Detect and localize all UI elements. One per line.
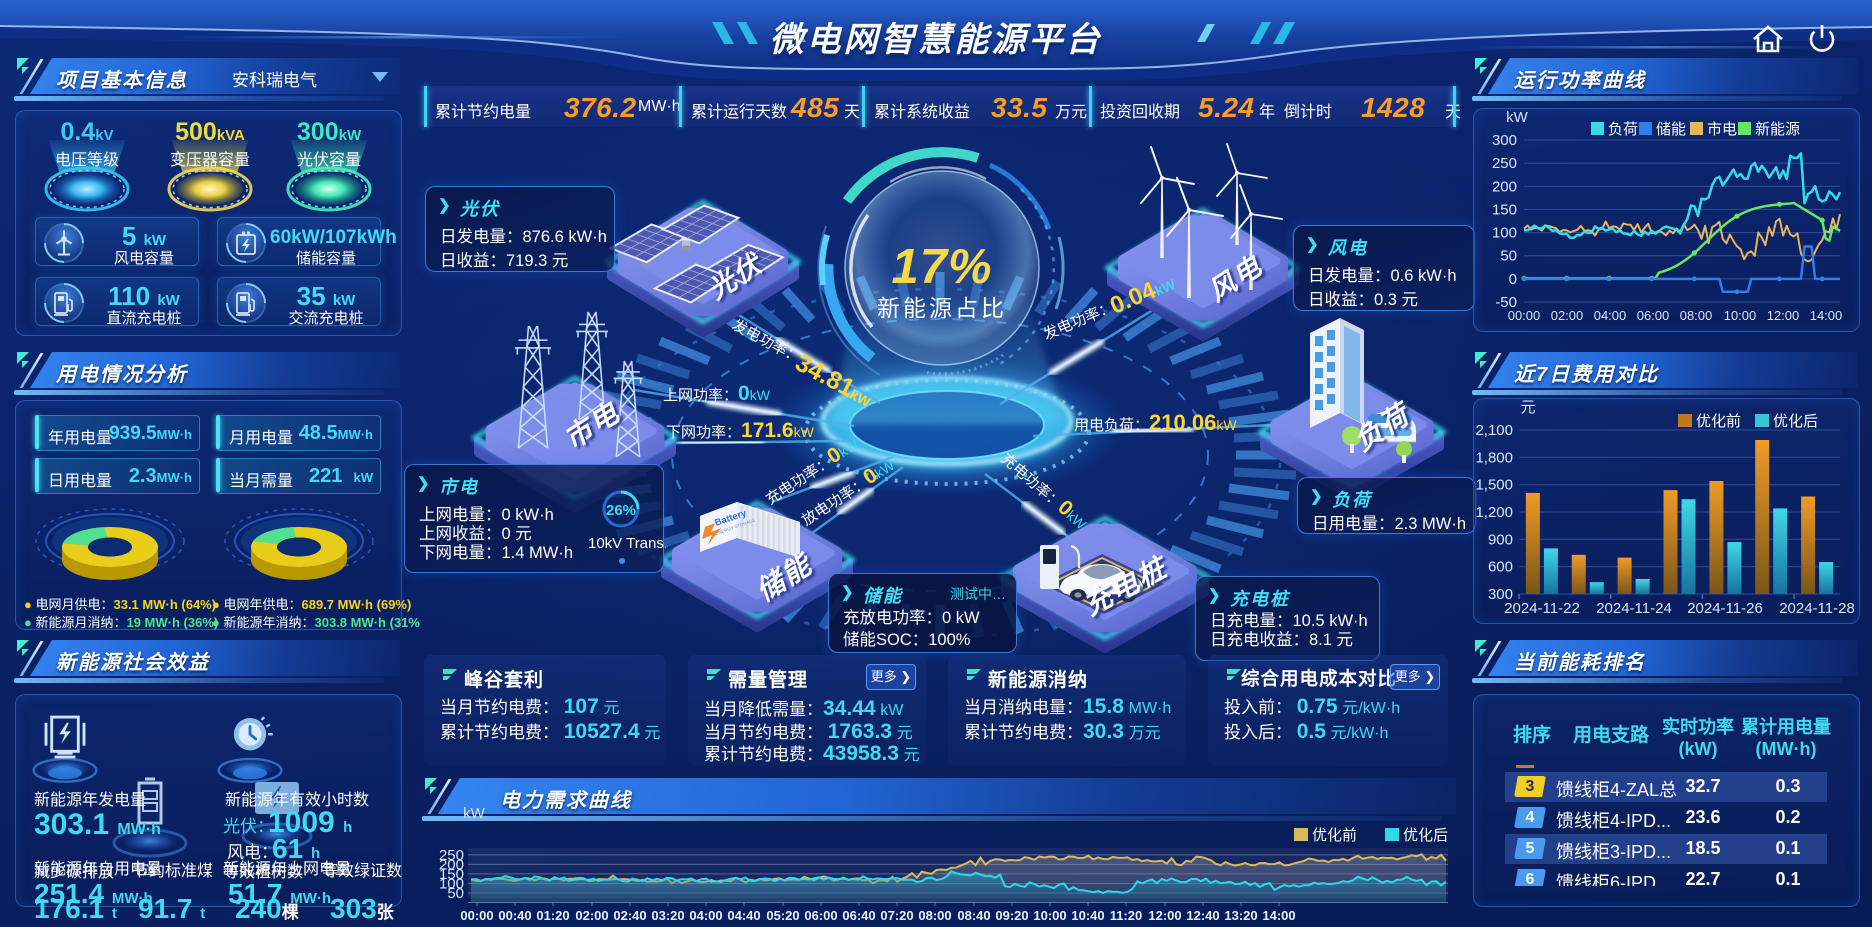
svg-text:250: 250	[1492, 155, 1517, 172]
svg-text:2024-11-28: 2024-11-28	[1779, 600, 1855, 617]
svg-text:下网功率：171.6kW: 下网功率：171.6kW	[666, 419, 815, 442]
svg-text:06:00: 06:00	[804, 908, 837, 923]
svg-text:11:20: 11:20	[1110, 908, 1143, 923]
svg-text:00:40: 00:40	[498, 908, 531, 923]
svg-text:10:40: 10:40	[1071, 908, 1104, 923]
svg-text:发电功率：: 发电功率：	[729, 317, 803, 367]
svg-text:08:40: 08:40	[957, 908, 990, 923]
svg-text:200: 200	[439, 856, 464, 873]
svg-text:100: 100	[1492, 225, 1517, 242]
svg-text:1,500: 1,500	[1475, 477, 1513, 494]
svg-text:04:00: 04:00	[1594, 308, 1627, 323]
svg-text:250: 250	[439, 847, 464, 864]
svg-text:新能源占比: 新能源占比	[877, 295, 1007, 321]
svg-text:01:20: 01:20	[536, 908, 569, 923]
svg-text:10:00: 10:00	[1033, 908, 1066, 923]
svg-text:150: 150	[1492, 201, 1517, 218]
svg-text:02:00: 02:00	[1551, 308, 1584, 323]
svg-text:09:20: 09:20	[995, 908, 1028, 923]
svg-text:2024-11-26: 2024-11-26	[1687, 600, 1763, 617]
svg-text:03:20: 03:20	[651, 908, 684, 923]
svg-text:-50: -50	[1495, 294, 1517, 311]
svg-text:1,200: 1,200	[1475, 504, 1513, 521]
svg-text:优化前: 优化前	[1696, 413, 1741, 430]
svg-text:04:00: 04:00	[689, 908, 722, 923]
svg-text:市电: 市电	[1707, 121, 1737, 138]
svg-text:优化后: 优化后	[1773, 413, 1818, 430]
svg-text:00:00: 00:00	[460, 908, 493, 923]
svg-text:08:00: 08:00	[1680, 308, 1713, 323]
svg-text:14:00: 14:00	[1262, 908, 1295, 923]
svg-text:2024-11-24: 2024-11-24	[1596, 600, 1672, 617]
svg-text:2,100: 2,100	[1475, 422, 1513, 439]
svg-text:kW: kW	[1506, 109, 1529, 126]
svg-text:900: 900	[1488, 531, 1513, 548]
svg-text:200: 200	[1492, 178, 1517, 195]
svg-text:02:40: 02:40	[613, 908, 646, 923]
svg-text:12:40: 12:40	[1186, 908, 1219, 923]
svg-text:14:00: 14:00	[1810, 308, 1843, 323]
svg-text:元: 元	[1520, 399, 1535, 416]
svg-text:06:00: 06:00	[1637, 308, 1670, 323]
svg-text:12:00: 12:00	[1148, 908, 1181, 923]
svg-text:300: 300	[1492, 132, 1517, 149]
svg-text:2024-11-22: 2024-11-22	[1504, 600, 1580, 617]
svg-text:10kV Trans.: 10kV Trans.	[588, 535, 667, 552]
svg-text:优化前: 优化前	[1312, 827, 1357, 844]
svg-text:17%: 17%	[891, 240, 992, 294]
svg-text:06:40: 06:40	[842, 908, 875, 923]
svg-text:50: 50	[447, 885, 464, 902]
svg-text:100: 100	[439, 876, 464, 893]
svg-text:负荷: 负荷	[1608, 121, 1638, 138]
svg-text:13:20: 13:20	[1224, 908, 1257, 923]
svg-text:07:20: 07:20	[880, 908, 913, 923]
svg-text:50: 50	[1500, 248, 1517, 265]
svg-text:新能源: 新能源	[1755, 121, 1800, 138]
svg-text:1,800: 1,800	[1475, 449, 1513, 466]
svg-text:储能: 储能	[1656, 121, 1686, 138]
svg-text:kW: kW	[463, 806, 486, 822]
svg-text:04:40: 04:40	[727, 908, 760, 923]
svg-text:08:00: 08:00	[918, 908, 951, 923]
svg-text:300: 300	[1488, 586, 1513, 603]
svg-text:150: 150	[439, 866, 464, 883]
svg-text:12:00: 12:00	[1767, 308, 1800, 323]
svg-text:26%: 26%	[606, 502, 636, 519]
svg-text:上网功率：0kW: 上网功率：0kW	[663, 382, 771, 405]
svg-text:05:20: 05:20	[766, 908, 799, 923]
svg-text:优化后: 优化后	[1403, 827, 1448, 844]
svg-text:00:00: 00:00	[1508, 308, 1541, 323]
svg-text:10:00: 10:00	[1724, 308, 1757, 323]
svg-text:600: 600	[1488, 559, 1513, 576]
svg-text:02:00: 02:00	[575, 908, 608, 923]
svg-text:0: 0	[1509, 271, 1517, 288]
